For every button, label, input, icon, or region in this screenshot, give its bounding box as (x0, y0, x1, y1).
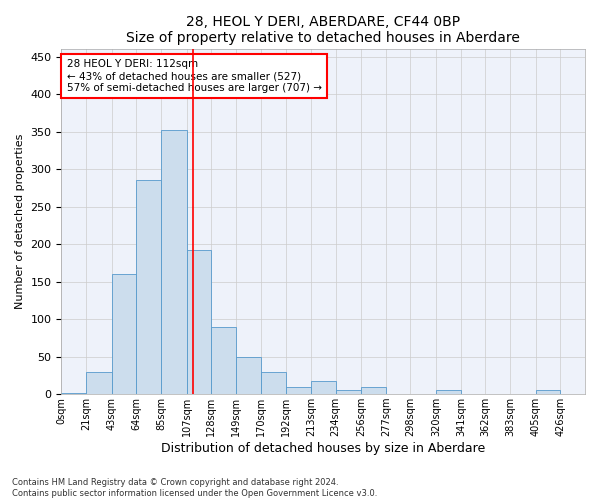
Bar (286, 386, 311, 394)
X-axis label: Distribution of detached houses by size in Aberdare: Distribution of detached houses by size … (161, 442, 485, 455)
Bar (311, 382, 335, 394)
Bar (436, 390, 461, 394)
Bar (61, 392, 86, 394)
Bar (236, 356, 260, 394)
Bar (211, 326, 236, 394)
Bar (161, 130, 187, 394)
Bar (536, 390, 560, 394)
Bar (187, 250, 211, 394)
Bar (361, 388, 386, 394)
Text: Contains HM Land Registry data © Crown copyright and database right 2024.
Contai: Contains HM Land Registry data © Crown c… (12, 478, 377, 498)
Text: 28 HEOL Y DERI: 112sqm
← 43% of detached houses are smaller (527)
57% of semi-de: 28 HEOL Y DERI: 112sqm ← 43% of detached… (67, 60, 322, 92)
Bar (335, 390, 361, 394)
Bar (260, 372, 286, 394)
Title: 28, HEOL Y DERI, ABERDARE, CF44 0BP
Size of property relative to detached houses: 28, HEOL Y DERI, ABERDARE, CF44 0BP Size… (126, 15, 520, 45)
Bar (136, 180, 161, 394)
Bar (112, 274, 136, 394)
Y-axis label: Number of detached properties: Number of detached properties (15, 134, 25, 310)
Bar (86, 372, 112, 394)
